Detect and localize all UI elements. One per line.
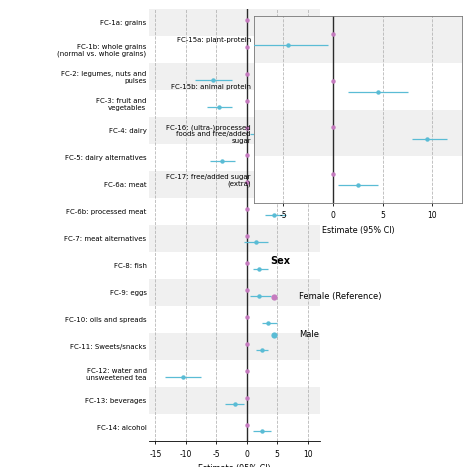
Text: Male: Male [300, 330, 319, 339]
Bar [254, 16, 462, 63]
Bar [149, 171, 320, 198]
Bar [149, 64, 320, 90]
Bar [149, 226, 320, 252]
Bar [254, 110, 462, 156]
X-axis label: Estimate (95% CI): Estimate (95% CI) [321, 226, 394, 235]
Text: Sex: Sex [270, 256, 290, 266]
Bar [149, 333, 320, 361]
Bar [149, 279, 320, 306]
Bar [149, 9, 320, 36]
Bar [149, 117, 320, 144]
X-axis label: Estimate (95% CI): Estimate (95% CI) [198, 464, 271, 467]
Text: Female (Reference): Female (Reference) [300, 292, 382, 301]
Bar [149, 387, 320, 414]
